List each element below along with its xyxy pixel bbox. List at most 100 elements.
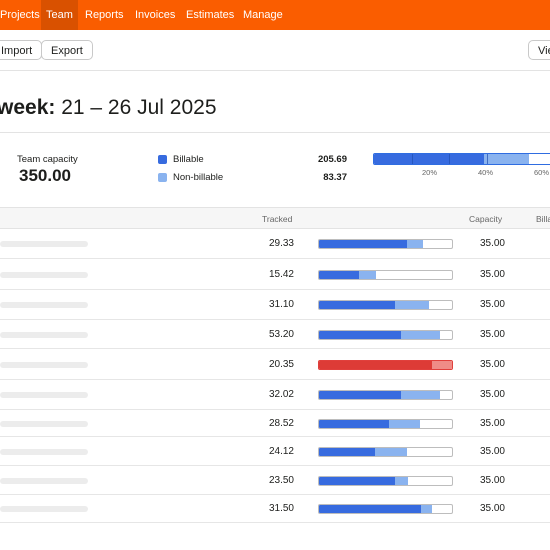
table-header: Tracked Capacity Billa xyxy=(0,207,550,229)
nav-reports[interactable]: Reports xyxy=(85,9,124,21)
capacity-bar xyxy=(318,300,453,310)
nav-projects[interactable]: Projects xyxy=(0,9,40,21)
table-row[interactable]: 23.50 35.00 xyxy=(0,466,550,495)
table-row[interactable]: 32.02 35.00 xyxy=(0,380,550,410)
billable-fill xyxy=(319,360,433,369)
capacity-bar xyxy=(318,239,453,249)
top-nav: Projects Team Reports Invoices Estimates… xyxy=(0,0,550,30)
nonbillable-fill xyxy=(389,419,421,428)
billable-total: 205.69 xyxy=(317,154,347,165)
table-row[interactable]: 53.20 35.00 xyxy=(0,320,550,349)
capacity-hours: 35.00 xyxy=(479,328,505,340)
member-name-placeholder xyxy=(0,241,88,247)
member-name-placeholder xyxy=(0,271,88,278)
capacity-bar xyxy=(318,418,453,429)
capacity-hours: 35.00 xyxy=(479,445,505,457)
tracked-hours: 29.33 xyxy=(268,238,294,249)
member-name-placeholder xyxy=(0,420,88,427)
nonbillable-legend-swatch xyxy=(158,173,167,182)
tracked-hours: 23.50 xyxy=(268,474,294,486)
member-name-placeholder xyxy=(0,302,88,308)
team-capacity-value: 350.00 xyxy=(19,166,71,185)
tracked-hours: 53.20 xyxy=(268,328,294,340)
tracked-hours: 24.12 xyxy=(268,445,294,457)
team-billable-fill xyxy=(374,154,485,164)
billable-fill xyxy=(319,391,402,399)
capacity-bar xyxy=(318,269,453,280)
tracked-hours: 28.52 xyxy=(268,417,294,429)
team-capacity-bar xyxy=(373,153,550,165)
page-title: week: 21 – 26 Jul 2025 xyxy=(0,96,217,120)
view-button[interactable]: Vie xyxy=(528,40,550,60)
nonbillable-fill xyxy=(401,330,441,339)
billable-legend-label: Billable xyxy=(173,154,204,165)
billable-fill xyxy=(319,505,422,513)
tracked-hours: 32.02 xyxy=(268,389,294,400)
capacity-hours: 35.00 xyxy=(479,417,505,429)
capacity-header[interactable]: Capacity xyxy=(469,214,503,224)
capacity-hours: 35.00 xyxy=(479,238,505,249)
nonbillable-fill xyxy=(401,391,441,399)
table-row[interactable]: 31.10 35.00 xyxy=(0,290,550,320)
tracked-header[interactable]: Tracked xyxy=(262,214,293,224)
capacity-bar xyxy=(318,446,453,457)
billable-header[interactable]: Billa xyxy=(536,214,550,224)
billable-fill xyxy=(319,301,395,309)
capacity-bar xyxy=(318,390,453,400)
capacity-hours: 35.00 xyxy=(479,299,505,310)
nav-invoices[interactable]: Invoices xyxy=(135,9,176,21)
nonbillable-fill xyxy=(406,240,423,248)
axis-label-60: 60% xyxy=(534,168,550,177)
billable-fill xyxy=(319,476,395,485)
capacity-hours: 35.00 xyxy=(479,389,505,400)
divider xyxy=(0,132,550,133)
nav-team[interactable]: Team xyxy=(41,0,78,30)
capacity-hours: 35.00 xyxy=(479,474,505,486)
billable-legend-swatch xyxy=(158,155,167,164)
capacity-bar xyxy=(318,475,453,486)
toolbar: Import Export Vie xyxy=(0,30,550,71)
tracked-hours: 31.50 xyxy=(268,503,294,514)
nonbillable-legend-label: Non-billable xyxy=(173,172,224,183)
nonbillable-total: 83.37 xyxy=(323,172,347,183)
billable-fill xyxy=(319,270,359,279)
member-name-placeholder xyxy=(0,392,88,398)
table-row[interactable]: 24.12 35.00 xyxy=(0,437,550,466)
nonbillable-fill xyxy=(421,505,433,513)
member-name-placeholder xyxy=(0,506,88,512)
capacity-bar xyxy=(318,359,453,370)
axis-label-40: 40% xyxy=(478,168,494,177)
nav-manage[interactable]: Manage xyxy=(243,9,283,21)
nonbillable-fill xyxy=(374,447,407,456)
table-row[interactable]: 28.52 35.00 xyxy=(0,410,550,437)
member-name-placeholder xyxy=(0,477,88,484)
nav-estimates[interactable]: Estimates xyxy=(186,9,235,21)
capacity-bar xyxy=(318,329,453,340)
import-button[interactable]: Import xyxy=(0,40,43,60)
billable-fill xyxy=(319,419,390,428)
nonbillable-fill xyxy=(358,270,377,279)
table-row[interactable]: 20.35 35.00 xyxy=(0,349,550,380)
nonbillable-fill xyxy=(394,301,430,309)
table-row[interactable]: 29.33 35.00 xyxy=(0,229,550,259)
week-prefix: week: xyxy=(0,96,56,119)
billable-fill xyxy=(319,240,407,248)
team-capacity-label: Team capacity xyxy=(17,154,78,165)
tick-20 xyxy=(411,154,413,164)
member-name-placeholder xyxy=(0,361,88,368)
capacity-hours: 35.00 xyxy=(479,503,505,514)
capacity-hours: 35.00 xyxy=(479,268,505,280)
tracked-hours: 31.10 xyxy=(268,299,294,310)
capacity-hours: 35.00 xyxy=(479,358,505,370)
export-button[interactable]: Export xyxy=(41,40,93,60)
tick-60 xyxy=(486,154,488,164)
member-name-placeholder xyxy=(0,448,88,455)
billable-fill xyxy=(319,447,375,456)
team-nonbillable-fill xyxy=(484,154,530,164)
table-row[interactable]: 31.50 35.00 xyxy=(0,495,550,523)
tracked-hours: 15.42 xyxy=(268,268,294,280)
tick-40 xyxy=(449,154,451,164)
billable-fill xyxy=(319,330,402,339)
table-row[interactable]: 15.42 35.00 xyxy=(0,259,550,290)
tracked-hours: 20.35 xyxy=(268,358,294,370)
